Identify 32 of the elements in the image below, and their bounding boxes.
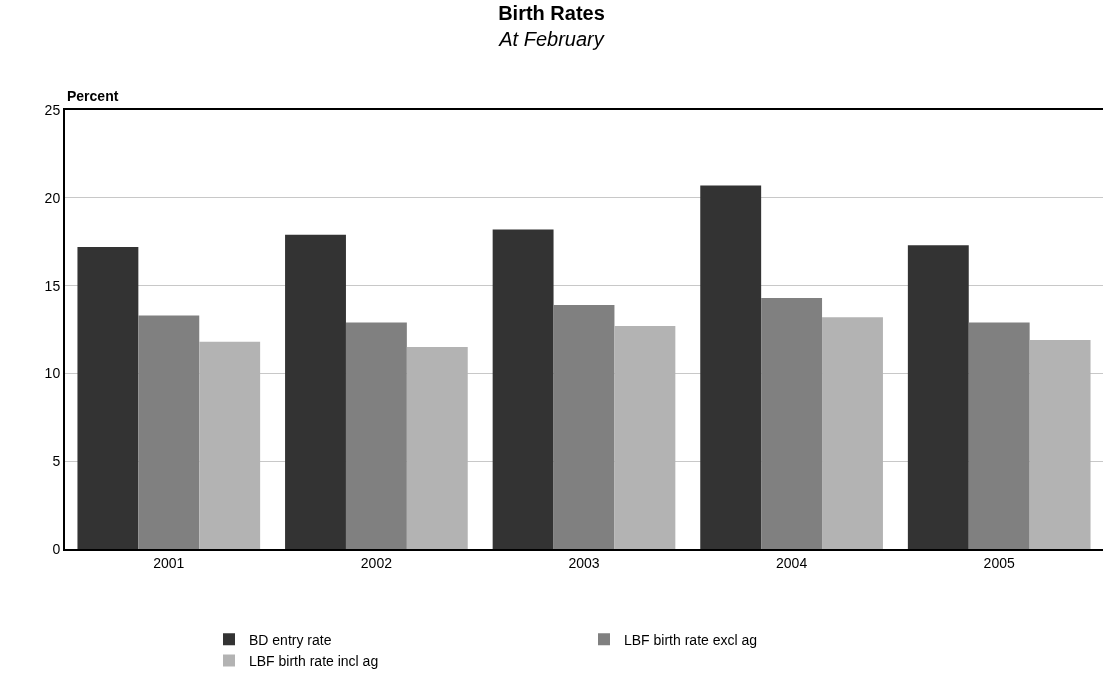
y-tick-label: 25 <box>44 101 61 118</box>
bar <box>761 297 823 549</box>
legend-label: LBF birth rate excl ag <box>624 631 758 648</box>
bar <box>907 245 969 549</box>
x-tick-label: 2003 <box>568 554 600 571</box>
bar <box>1029 340 1091 549</box>
bar <box>345 322 407 549</box>
y-tick-label: 5 <box>52 453 61 470</box>
x-tick-label: 2004 <box>776 554 808 571</box>
y-axis-title: Percent <box>67 88 119 104</box>
bar <box>553 304 615 549</box>
y-tick-label: 20 <box>44 189 61 206</box>
bar <box>138 315 200 549</box>
bar <box>285 234 346 549</box>
y-tick-label: 15 <box>44 277 61 294</box>
legend-label: LBF birth rate incl ag <box>249 652 379 669</box>
bar <box>406 347 468 549</box>
bar <box>968 322 1030 549</box>
bar <box>77 246 139 549</box>
chart-title: Birth Rates <box>498 2 605 25</box>
x-tick-label: 2005 <box>983 554 1015 571</box>
y-tick-label: 10 <box>44 365 61 382</box>
chart-subtitle: At February <box>498 28 605 51</box>
y-tick-label: 0 <box>52 540 61 557</box>
bar <box>199 341 261 549</box>
bar <box>614 325 676 549</box>
x-tick-label: 2001 <box>153 554 185 571</box>
bar <box>822 317 883 549</box>
bar <box>492 229 554 549</box>
legend-label: BD entry rate <box>249 631 332 648</box>
x-tick-label: 2002 <box>360 554 393 571</box>
bar <box>700 185 762 549</box>
